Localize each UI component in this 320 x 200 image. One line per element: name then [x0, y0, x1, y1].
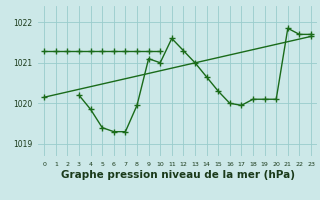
X-axis label: Graphe pression niveau de la mer (hPa): Graphe pression niveau de la mer (hPa)	[60, 170, 295, 180]
